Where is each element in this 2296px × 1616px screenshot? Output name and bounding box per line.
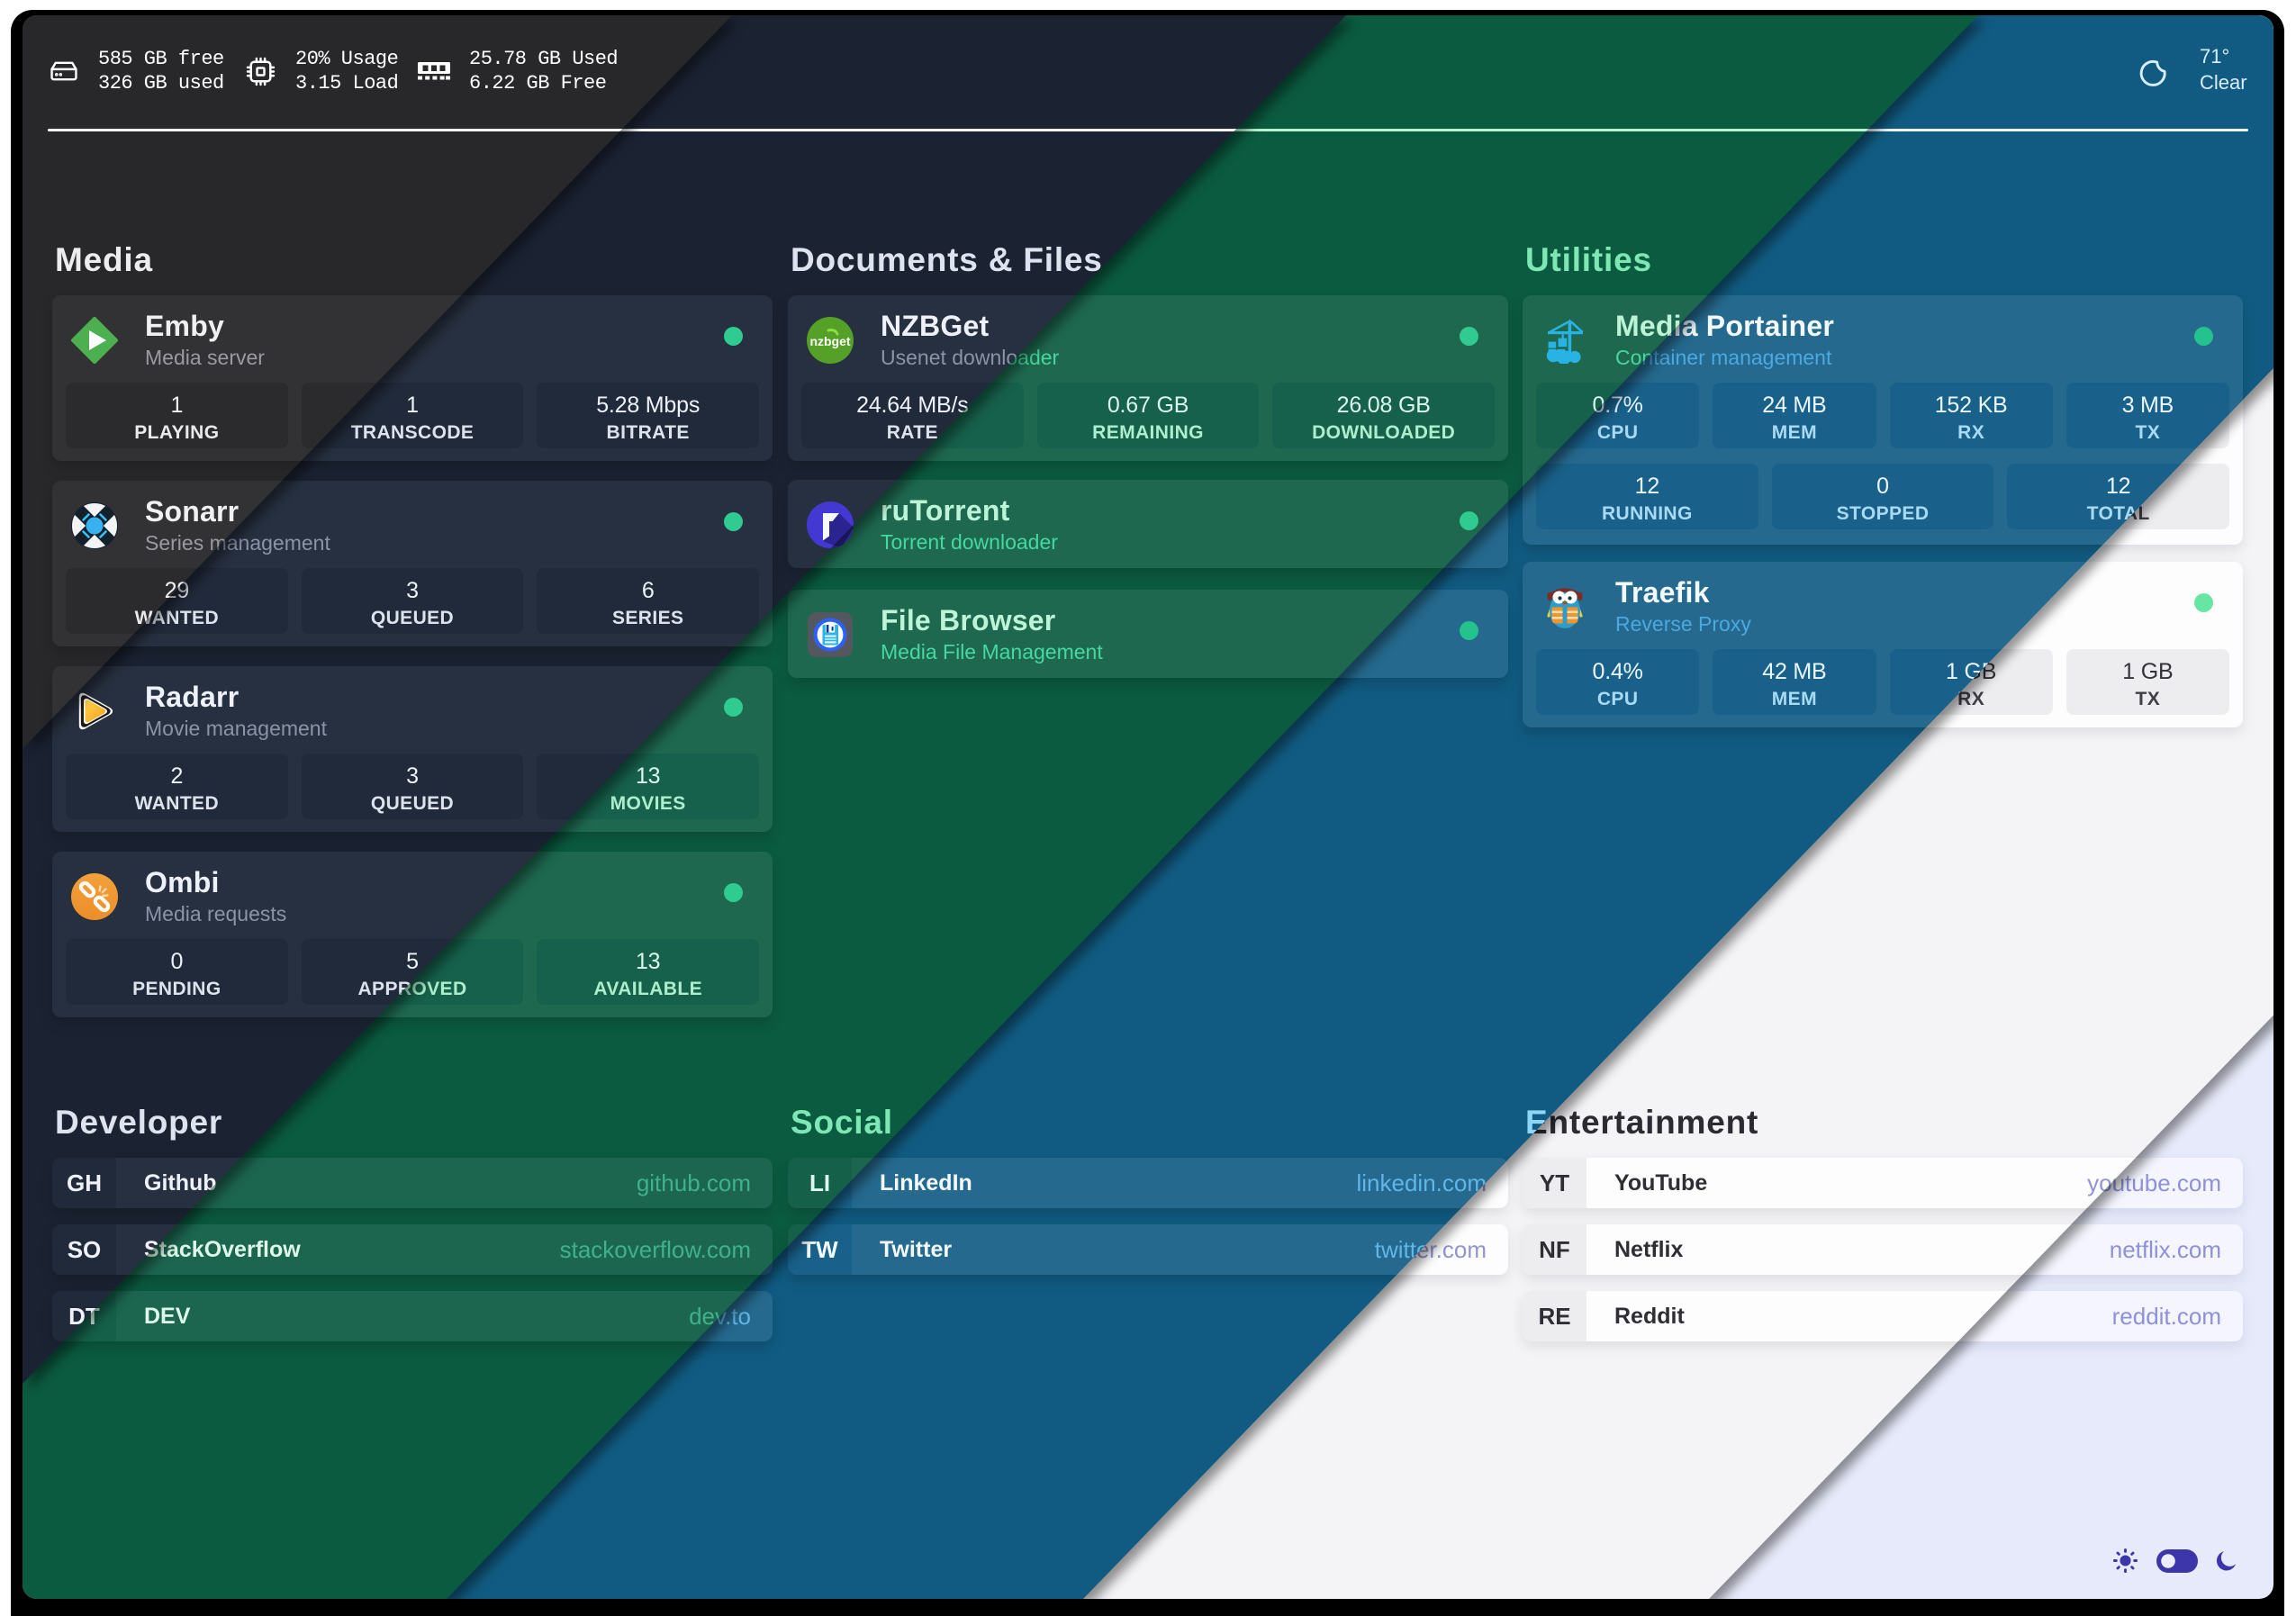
svg-text:nzbget: nzbget (809, 334, 850, 348)
svg-text:nzbget: nzbget (809, 334, 850, 348)
